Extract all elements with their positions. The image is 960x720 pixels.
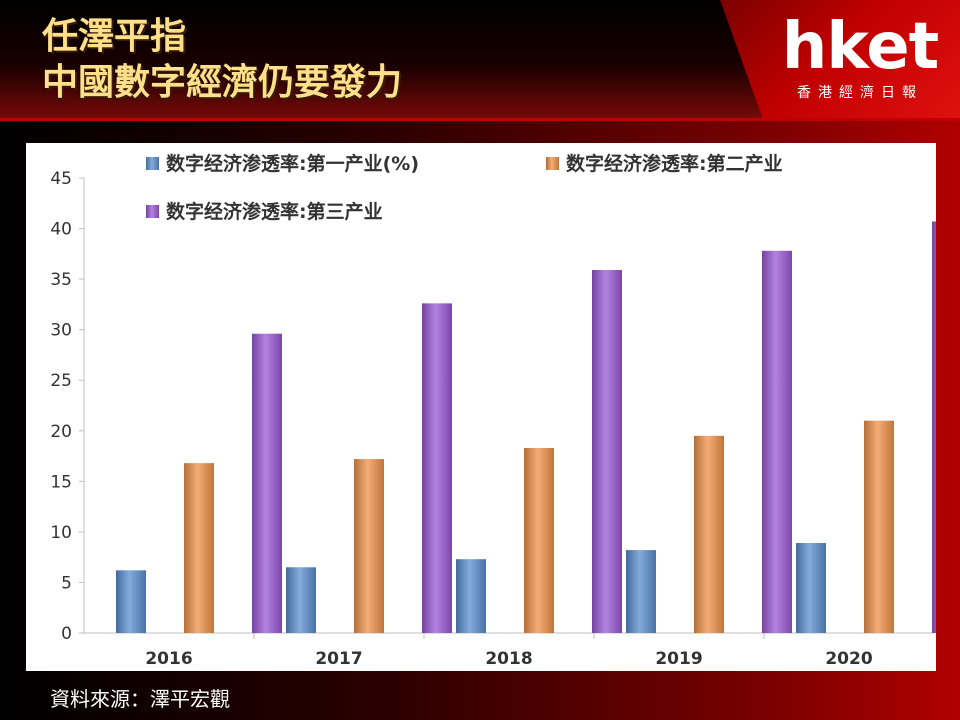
chart-panel: 0 5 10 15 20 25 30 35 40 45 2016 2017 2018 2019 2020 数字…	[26, 143, 960, 671]
x-tick-label: 2019	[655, 649, 702, 669]
logo-word: hket	[781, 10, 939, 84]
logo-panel	[720, 0, 960, 120]
bar-series1-2019	[626, 550, 656, 633]
y-tick-label: 0	[61, 624, 72, 644]
legend-swatch-1	[146, 157, 159, 170]
bar-series2-2016	[184, 463, 214, 633]
bar-series1-2016	[116, 570, 146, 633]
logo-subtitle: 香港經濟日報	[797, 85, 923, 101]
bar-series3-2019	[762, 250, 792, 634]
y-tick-label: 10	[50, 523, 72, 543]
x-tick-label: 2018	[485, 649, 532, 669]
hket-logo: hket 香港經濟日報	[770, 12, 950, 102]
bar-series1-2017	[286, 567, 316, 633]
bar-series2-2018	[524, 447, 554, 633]
title-line-2: 中國數字經濟仍要發力	[42, 62, 403, 103]
source-note: 資料來源：澤平宏觀	[50, 687, 230, 711]
bar-series1-2020	[796, 543, 826, 633]
header-divider	[0, 118, 960, 121]
y-tick-label: 5	[61, 573, 72, 593]
bar-series3-2016	[252, 333, 282, 633]
bar-series3-2020	[932, 221, 960, 633]
y-tick-label: 15	[50, 472, 72, 492]
y-tick-label: 30	[50, 321, 72, 341]
x-tick-label: 2017	[315, 649, 362, 669]
y-tick-label: 20	[50, 422, 72, 442]
y-tick-label: 40	[50, 220, 72, 240]
legend-swatch-2	[546, 157, 559, 170]
bar-series3-2018	[592, 270, 622, 633]
y-tick-label: 45	[50, 169, 72, 189]
legend-label-3: 数字经济渗透率:第三产业	[166, 200, 383, 223]
y-tick-label: 35	[50, 270, 72, 290]
page-title: 任澤平指 中國數字經濟仍要發力	[42, 14, 402, 106]
bar-series2-2020	[864, 420, 894, 633]
title-line-1: 任澤平指	[42, 16, 187, 57]
bar-series3-2017	[422, 303, 452, 633]
bar-chart: 0 5 10 15 20 25 30 35 40 45 2016 2017 2018 2019 2020 数字…	[50, 152, 960, 669]
x-tick-label: 2016	[145, 649, 192, 669]
legend-label-1: 数字经济渗透率:第一产业(%)	[166, 152, 419, 175]
bar-series2-2017	[354, 459, 384, 633]
bar-series2-2019	[694, 435, 724, 633]
bar-series1-2018	[456, 559, 486, 633]
legend-swatch-3	[146, 205, 159, 218]
legend-label-2: 数字经济渗透率:第二产业	[566, 152, 783, 175]
x-tick-label: 2020	[825, 649, 872, 669]
y-tick-label: 25	[50, 371, 72, 391]
